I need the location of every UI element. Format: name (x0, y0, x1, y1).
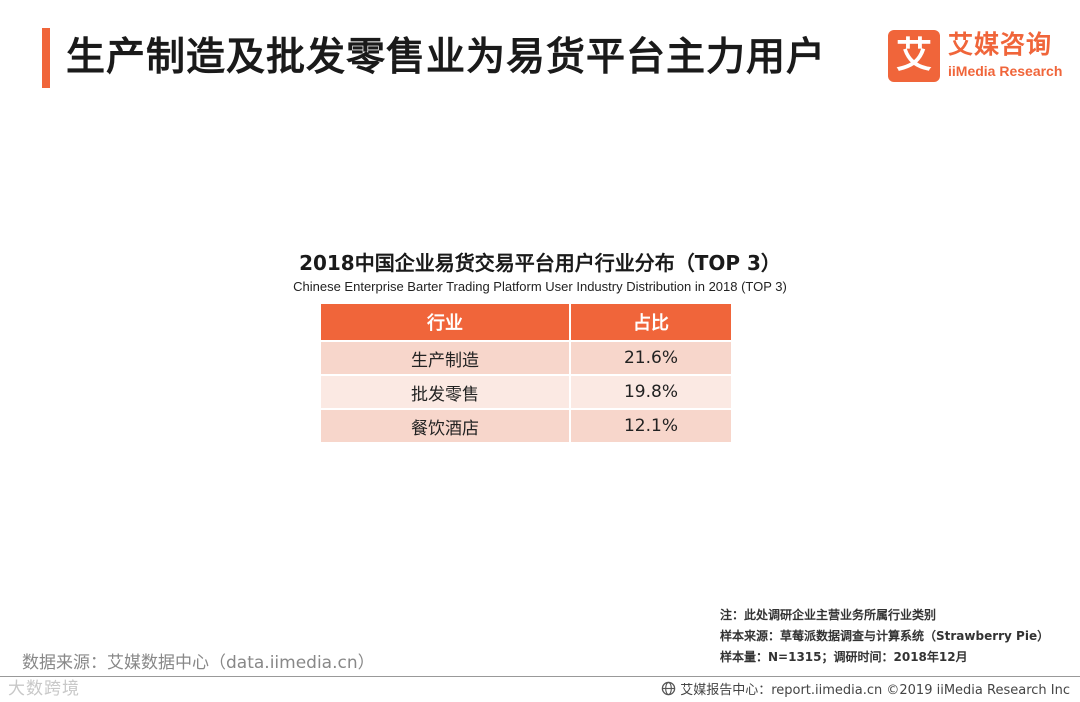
footer-text: 艾媒报告中心：report.iimedia.cn ©2019 iiMedia R… (680, 679, 1070, 698)
note-industry: 注：此处调研企业主营业务所属行业类别 (720, 605, 1049, 626)
table-row: 生产制造 21.6% (321, 340, 731, 374)
logo-en-text: iiMedia Research (948, 62, 1062, 80)
data-source: 数据来源：艾媒数据中心（data.iimedia.cn） (22, 648, 375, 673)
iimedia-logo: 艾 艾媒咨询 iiMedia Research (888, 30, 1068, 82)
chart-title: 2018中国企业易货交易平台用户行业分布（TOP 3） (0, 247, 1080, 276)
footer-divider (0, 676, 1080, 677)
cell-industry: 批发零售 (321, 374, 571, 408)
footer: 艾媒报告中心：report.iimedia.cn ©2019 iiMedia R… (661, 679, 1070, 698)
column-header-share: 占比 (571, 304, 731, 340)
chart-notes: 注：此处调研企业主营业务所属行业类别 样本来源：草莓派数据调查与计算系统（Str… (720, 605, 1049, 668)
logo-mark: 艾 (888, 30, 940, 82)
cell-industry: 生产制造 (321, 340, 571, 374)
table-row: 批发零售 19.8% (321, 374, 731, 408)
industry-distribution-table: 行业 占比 生产制造 21.6% 批发零售 19.8% 餐饮酒店 12.1% (321, 304, 731, 442)
globe-icon (661, 681, 676, 696)
note-sample-source: 样本来源：草莓派数据调查与计算系统（Strawberry Pie） (720, 626, 1049, 647)
table-header-row: 行业 占比 (321, 304, 731, 340)
chart-subtitle: Chinese Enterprise Barter Trading Platfo… (0, 279, 1080, 294)
title-accent-bar (42, 28, 50, 88)
cell-share: 21.6% (571, 340, 731, 374)
page-title: 生产制造及批发零售业为易货平台主力用户 (66, 28, 826, 88)
cell-share: 12.1% (571, 408, 731, 442)
cell-industry: 餐饮酒店 (321, 408, 571, 442)
watermark: 大数跨境 (8, 674, 80, 699)
cell-share: 19.8% (571, 374, 731, 408)
logo-cn-text: 艾媒咨询 (948, 30, 1052, 60)
column-header-industry: 行业 (321, 304, 571, 340)
note-sample-size: 样本量：N=1315；调研时间：2018年12月 (720, 647, 1049, 668)
table-row: 餐饮酒店 12.1% (321, 408, 731, 442)
